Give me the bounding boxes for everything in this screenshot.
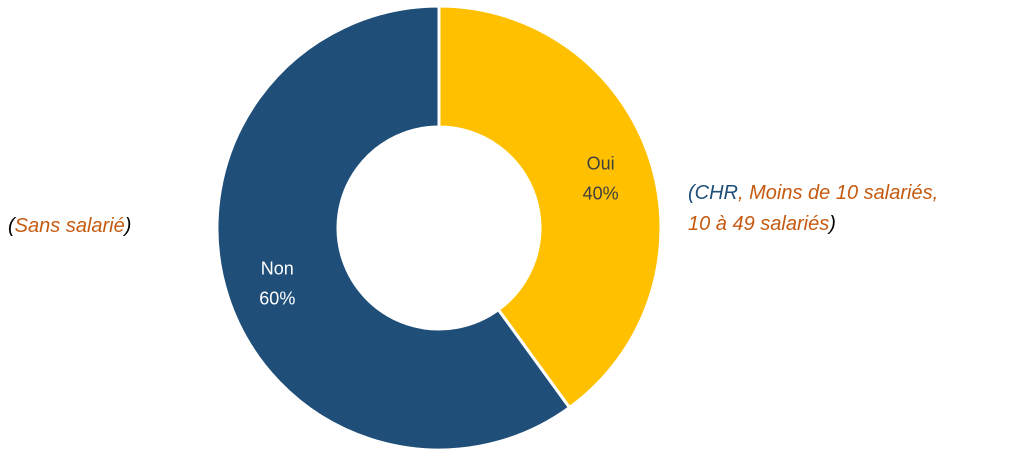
donut-data-labels: Oui 40% Non 60% — [259, 153, 618, 308]
annotation-right-close-paren: ) — [829, 213, 836, 235]
annotation-right-chr: CHR — [694, 182, 739, 204]
annotation-right: (CHR, Moins de 10 salariés, 10 à 49 salar… — [688, 178, 938, 240]
data-label-oui-percent: 40% — [583, 183, 619, 203]
annotation-left-open-paren: ( — [8, 215, 15, 237]
annotation-left-close-paren: ) — [124, 215, 132, 237]
annotation-left-text: Sans salarié — [14, 215, 125, 237]
annotation-right-open-paren: ( — [688, 182, 695, 204]
slice-non — [215, 4, 572, 449]
data-label-non-category: Non — [261, 259, 294, 279]
annotation-right-10-a-49: 10 à 49 salariés — [688, 213, 830, 235]
data-label-oui-category: Oui — [587, 153, 615, 173]
data-label-non: Non 60% — [259, 259, 295, 309]
data-label-non-percent: 60% — [259, 289, 295, 309]
donut-slices — [215, 4, 663, 449]
annotation-right-separator: , — [738, 182, 750, 204]
data-label-oui: Oui 40% — [583, 153, 619, 203]
annotation-right-moins-de-10: Moins de 10 salariés, — [749, 182, 939, 204]
annotation-left: (Sans salarié) — [8, 211, 131, 242]
slice-oui — [437, 4, 663, 410]
